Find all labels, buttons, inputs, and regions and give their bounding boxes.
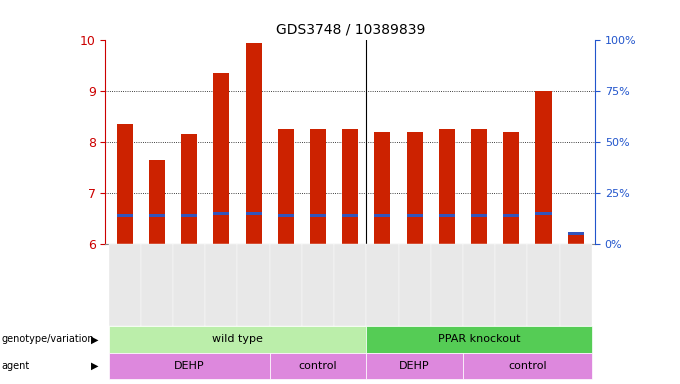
Bar	[181, 214, 197, 217]
Bar	[149, 214, 165, 217]
Bar	[568, 233, 583, 244]
Bar	[375, 132, 390, 244]
Text: ▶: ▶	[91, 334, 99, 344]
Bar	[245, 212, 262, 215]
Bar	[471, 214, 487, 217]
Bar	[310, 214, 326, 217]
Text: ▶: ▶	[91, 361, 99, 371]
Bar	[471, 129, 487, 244]
Bar	[149, 160, 165, 244]
Bar	[277, 129, 294, 244]
Bar	[117, 124, 133, 244]
Bar	[214, 212, 229, 215]
Bar	[245, 43, 262, 244]
Bar	[407, 214, 423, 217]
Text: wild type: wild type	[212, 334, 263, 344]
Text: PPAR knockout: PPAR knockout	[438, 334, 520, 344]
Bar	[214, 73, 229, 244]
Bar	[342, 129, 358, 244]
Bar	[535, 91, 551, 244]
Bar	[117, 214, 133, 217]
Title: GDS3748 / 10389839: GDS3748 / 10389839	[275, 22, 425, 36]
Text: DEHP: DEHP	[399, 361, 430, 371]
Text: agent: agent	[1, 361, 30, 371]
Bar	[535, 212, 551, 215]
Text: control: control	[508, 361, 547, 371]
Bar	[503, 214, 520, 217]
Bar	[439, 214, 455, 217]
Text: genotype/variation: genotype/variation	[1, 334, 94, 344]
Bar	[181, 134, 197, 244]
Bar	[342, 214, 358, 217]
Bar	[277, 214, 294, 217]
Bar	[407, 132, 423, 244]
Bar	[375, 214, 390, 217]
Bar	[310, 129, 326, 244]
Bar	[568, 232, 583, 235]
Text: DEHP: DEHP	[174, 361, 205, 371]
Text: control: control	[299, 361, 337, 371]
Bar	[439, 129, 455, 244]
Bar	[503, 132, 520, 244]
